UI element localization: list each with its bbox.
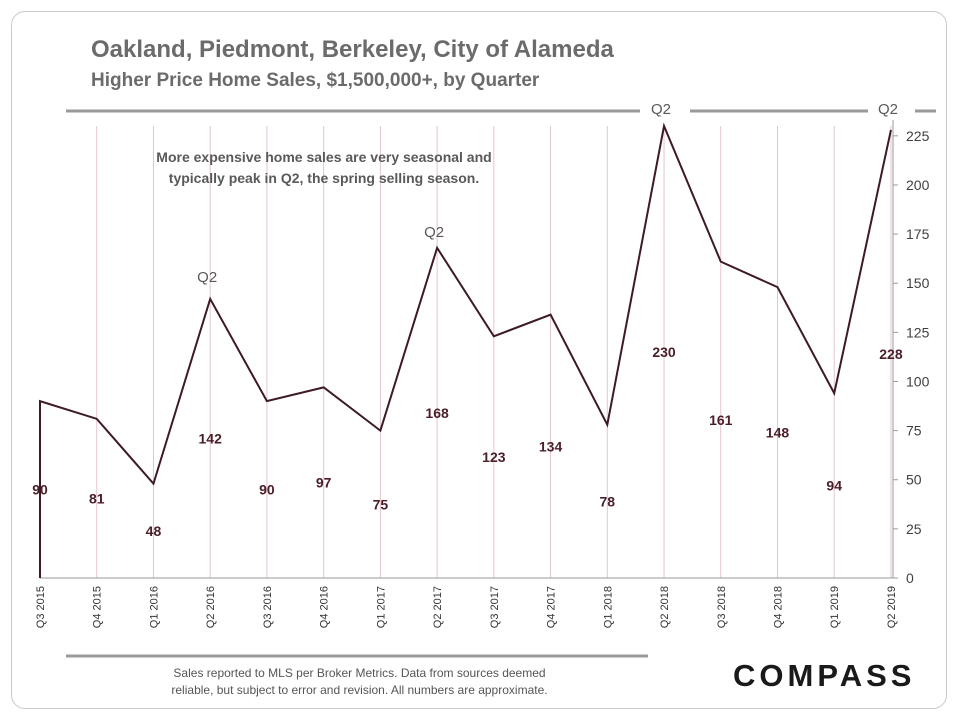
x-tick-label: Q2 2016 <box>205 586 217 628</box>
data-label: 90 <box>259 482 275 498</box>
data-label: 48 <box>146 523 162 539</box>
data-label: 90 <box>32 482 48 498</box>
data-label: 228 <box>879 346 903 362</box>
x-tick-label: Q4 2017 <box>546 586 558 628</box>
q2-annotation: Q2 <box>878 101 898 118</box>
y-tick-label: 75 <box>906 423 922 439</box>
x-tick-label: Q1 2018 <box>602 586 614 628</box>
slide-frame <box>11 11 947 709</box>
chart-title: Oakland, Piedmont, Berkeley, City of Ala… <box>91 36 614 63</box>
x-tick-label: Q1 2016 <box>148 586 160 628</box>
footnote-line-1: Sales reported to MLS per Broker Metrics… <box>173 666 546 680</box>
x-tick-label: Q3 2018 <box>716 586 728 628</box>
data-label: 142 <box>199 430 223 446</box>
data-label: 230 <box>652 344 676 360</box>
footnote-line-2: reliable, but subject to error and revis… <box>171 683 548 697</box>
y-tick-label: 0 <box>906 570 914 586</box>
chart-note-line: typically peak in Q2, the spring selling… <box>169 170 479 186</box>
y-tick-label: 150 <box>906 275 930 291</box>
series-line <box>39 122 892 578</box>
chart-subtitle: Higher Price Home Sales, $1,500,000+, by… <box>91 70 540 91</box>
y-tick-label: 175 <box>906 226 930 242</box>
data-label: 81 <box>89 490 105 506</box>
data-label: 123 <box>482 449 506 465</box>
x-tick-label: Q2 2017 <box>432 586 444 628</box>
chart-note-line: More expensive home sales are very seaso… <box>156 149 491 165</box>
x-tick-label: Q2 2019 <box>886 586 898 628</box>
y-tick-label: 200 <box>906 177 930 193</box>
data-label: 148 <box>766 425 790 441</box>
data-label: 75 <box>373 496 389 512</box>
x-tick-label: Q3 2016 <box>262 586 274 628</box>
footnote: Sales reported to MLS per Broker Metrics… <box>72 665 647 699</box>
data-label: 97 <box>316 475 332 491</box>
q2-annotation: Q2 <box>651 101 671 118</box>
x-tick-label: Q1 2019 <box>829 586 841 628</box>
y-tick-label: 125 <box>906 324 930 340</box>
x-tick-label: Q3 2017 <box>489 586 501 628</box>
x-tick-label: Q4 2015 <box>92 586 104 628</box>
data-label: 94 <box>826 478 842 494</box>
x-tick-label: Q3 2015 <box>35 586 47 628</box>
x-tick-label: Q4 2016 <box>319 586 331 628</box>
y-tick-label: 225 <box>906 128 930 144</box>
q2-annotation: Q2 <box>197 269 217 286</box>
x-tick-label: Q1 2017 <box>375 586 387 628</box>
y-tick-label: 25 <box>906 521 922 537</box>
data-label: 134 <box>539 438 563 454</box>
data-label: 161 <box>709 412 733 428</box>
compass-logo: COMPASS <box>733 658 916 693</box>
data-label: 168 <box>425 405 449 421</box>
data-label: 78 <box>600 493 616 509</box>
x-tick-label: Q4 2018 <box>772 586 784 628</box>
q2-annotation: Q2 <box>424 224 444 241</box>
y-tick-label: 50 <box>906 472 922 488</box>
x-tick-label: Q2 2018 <box>659 586 671 628</box>
y-tick-label: 100 <box>906 373 930 389</box>
